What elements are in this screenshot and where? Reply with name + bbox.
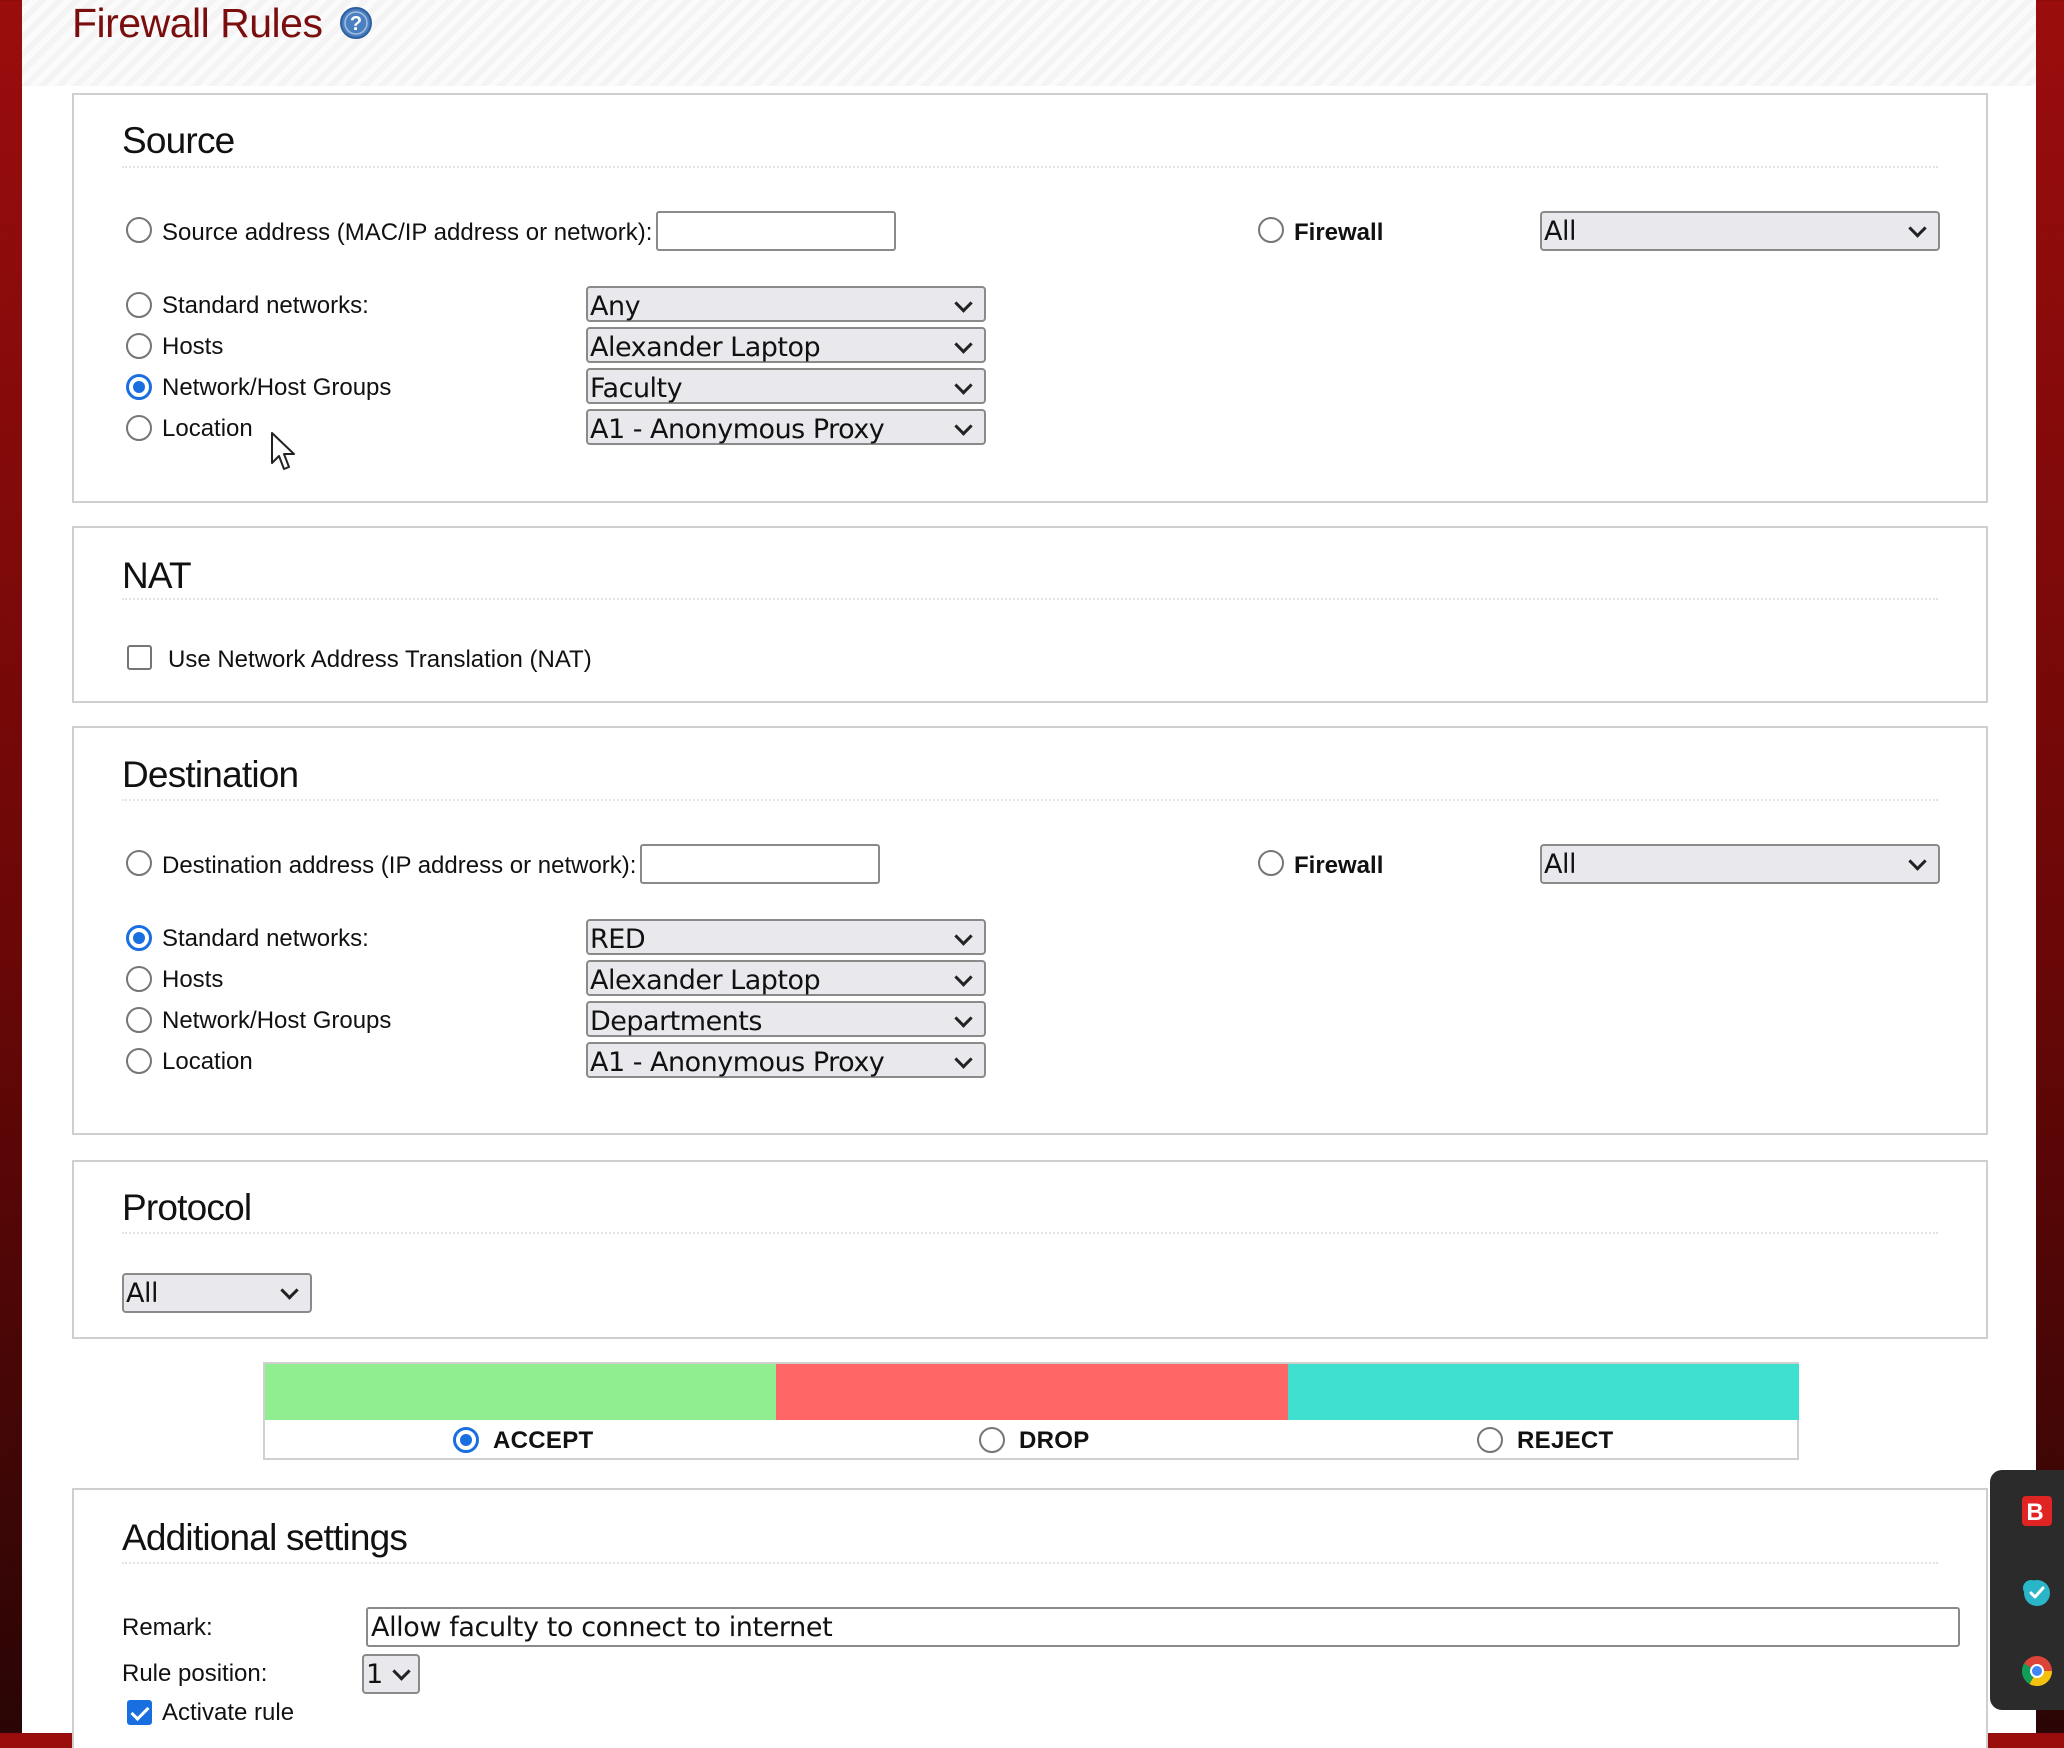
destination-location-radio[interactable] (126, 1048, 152, 1074)
source-address-input[interactable] (656, 211, 896, 251)
destination-hosts-label: Hosts (162, 966, 224, 993)
page-title: Firewall Rules (72, 0, 323, 46)
destination-divider (122, 799, 1938, 801)
nat-title: NAT (122, 555, 192, 596)
destination-standard-networks-select[interactable]: RED (586, 919, 986, 955)
accept-radio[interactable] (453, 1427, 479, 1453)
destination-network-host-groups-select[interactable]: Departments (586, 1001, 986, 1037)
destination-title: Destination (122, 754, 299, 795)
source-location-label: Location (162, 415, 253, 442)
firewall-rules-page: Firewall Rules ? Source Source address (… (22, 0, 2036, 1748)
source-firewall-select[interactable]: All (1540, 211, 1940, 251)
source-section: Source Source address (MAC/IP address or… (72, 93, 1988, 503)
destination-standard-networks-label: Standard networks: (162, 925, 369, 952)
source-standard-networks-radio[interactable] (126, 292, 152, 318)
rule-action-bar: ACCEPT DROP REJECT (263, 1362, 1799, 1460)
reject-label: REJECT (1517, 1427, 1614, 1454)
accept-label: ACCEPT (493, 1427, 594, 1454)
source-standard-networks-label: Standard networks: (162, 292, 369, 319)
remark-input[interactable]: Allow faculty to connect to internet (366, 1607, 1960, 1647)
protocol-section: Protocol All (72, 1160, 1988, 1339)
drop-swatch[interactable] (776, 1364, 1288, 1420)
nat-divider (122, 598, 1938, 600)
chrome-icon[interactable] (2020, 1654, 2054, 1688)
reject-swatch[interactable] (1288, 1364, 1799, 1420)
source-location-radio[interactable] (126, 415, 152, 441)
source-address-label: Source address (MAC/IP address or networ… (162, 219, 653, 246)
svg-text:?: ? (350, 13, 362, 35)
destination-firewall-label: Firewall (1294, 852, 1384, 879)
additional-settings-title: Additional settings (122, 1517, 408, 1558)
source-network-host-groups-label: Network/Host Groups (162, 374, 392, 401)
source-standard-networks-select[interactable]: Any (586, 286, 986, 322)
destination-address-input[interactable] (640, 844, 880, 884)
side-app-tray: B (1990, 1470, 2064, 1710)
additional-settings-section: Additional settings Remark: Allow facult… (72, 1488, 1988, 1748)
protocol-select[interactable]: All (122, 1273, 312, 1313)
help-icon[interactable]: ? (339, 6, 373, 40)
destination-section: Destination Destination address (IP addr… (72, 726, 1988, 1135)
drop-radio[interactable] (979, 1427, 1005, 1453)
source-network-host-groups-radio[interactable] (126, 374, 152, 400)
destination-address-label: Destination address (IP address or netwo… (162, 852, 637, 879)
destination-firewall-radio[interactable] (1258, 850, 1284, 876)
destination-hosts-radio[interactable] (126, 966, 152, 992)
destination-hosts-select[interactable]: Alexander Laptop (586, 960, 986, 996)
remark-label: Remark: (122, 1614, 213, 1641)
source-address-radio[interactable] (126, 217, 152, 243)
title-bar: Firewall Rules ? (22, 0, 2036, 86)
source-title: Source (122, 120, 235, 161)
b-red-app-icon[interactable]: B (2020, 1494, 2054, 1528)
accept-swatch[interactable] (265, 1364, 776, 1420)
destination-network-host-groups-radio[interactable] (126, 1007, 152, 1033)
activate-rule-label: Activate rule (162, 1699, 295, 1726)
source-hosts-select[interactable]: Alexander Laptop (586, 327, 986, 363)
source-network-host-groups-select[interactable]: Faculty (586, 368, 986, 404)
source-divider (122, 166, 1938, 168)
source-firewall-label: Firewall (1294, 219, 1384, 246)
source-location-select[interactable]: A1 - Anonymous Proxy (586, 409, 986, 445)
activate-rule-checkbox[interactable] (127, 1700, 152, 1725)
svg-text:B: B (2026, 1499, 2043, 1526)
rule-position-select[interactable]: 1 (362, 1654, 420, 1694)
destination-location-select[interactable]: A1 - Anonymous Proxy (586, 1042, 986, 1078)
nat-checkbox-label: Use Network Address Translation (NAT) (168, 646, 592, 673)
source-firewall-radio[interactable] (1258, 217, 1284, 243)
nat-section: NAT Use Network Address Translation (NAT… (72, 526, 1988, 703)
protocol-divider (122, 1232, 1938, 1234)
cloud-check-icon[interactable] (2020, 1574, 2054, 1608)
rule-position-label: Rule position: (122, 1660, 268, 1687)
nat-checkbox[interactable] (127, 645, 152, 670)
destination-location-label: Location (162, 1048, 253, 1075)
destination-firewall-select[interactable]: All (1540, 844, 1940, 884)
source-hosts-radio[interactable] (126, 333, 152, 359)
reject-radio[interactable] (1477, 1427, 1503, 1453)
drop-label: DROP (1019, 1427, 1090, 1454)
protocol-title: Protocol (122, 1187, 252, 1228)
source-hosts-label: Hosts (162, 333, 224, 360)
destination-address-radio[interactable] (126, 850, 152, 876)
destination-standard-networks-radio[interactable] (126, 925, 152, 951)
mouse-pointer-icon (271, 432, 295, 470)
destination-network-host-groups-label: Network/Host Groups (162, 1007, 392, 1034)
additional-settings-divider (122, 1562, 1938, 1564)
